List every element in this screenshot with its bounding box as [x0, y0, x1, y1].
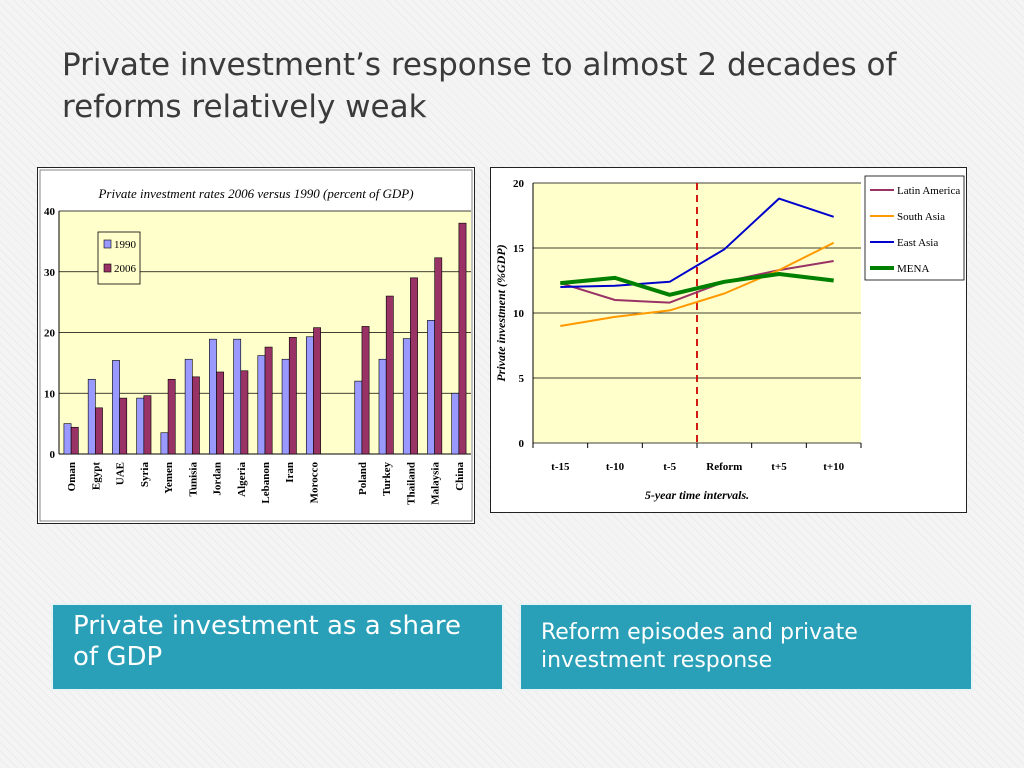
bar-y-tick-label: 10 [44, 388, 56, 400]
bar-x-tick-label: Thailand [405, 462, 417, 505]
bar-2006-Oman [70, 426, 79, 455]
bar-1990-Iran [281, 358, 290, 455]
line-y-axis-label: Private investment (%GDP) [494, 244, 508, 381]
line-x-axis-label: 5-year time intervals. [645, 488, 749, 502]
line-legend: Latin America South Asia East Asia MENA [864, 175, 965, 281]
line-legend-label: Latin America [897, 185, 960, 197]
bar-1990-Thailand [402, 338, 411, 455]
bar-2006-Iran [288, 337, 297, 455]
line-legend-label: South Asia [897, 211, 945, 223]
bar-2006-Algeria [240, 370, 249, 455]
bar-1990-Algeria [233, 338, 242, 455]
bar-x-tick-label: Malaysia [430, 462, 442, 505]
bar-2006-Egypt [95, 407, 103, 455]
bar-x-tick-label: Iran [284, 462, 296, 483]
line-x-tick-label: t-10 [606, 461, 625, 473]
bar-x-tick-label: UAE [115, 462, 127, 485]
bar-1990-Yemen [160, 432, 169, 455]
bar-2006-Poland [361, 326, 370, 455]
bar-2006-Morocco [313, 327, 321, 455]
line-x-tick-label: Reform [706, 461, 742, 473]
bar-x-tick-label: Poland [357, 462, 369, 495]
bar-chart-frame: Private investment rates 2006 versus 199… [37, 167, 475, 524]
bar-y-tick-label: 0 [50, 449, 56, 461]
bar-1990-Turkey [378, 358, 387, 455]
bar-1990-Jordan [209, 338, 217, 455]
caption-left-box: Private investment as a share of GDP [51, 603, 504, 691]
line-y-tick-label: 10 [513, 308, 525, 320]
bar-x-tick-label: Egypt [90, 462, 102, 490]
bar-chart: Private investment rates 2006 versus 199… [39, 169, 473, 522]
line-series-mena [560, 272, 834, 297]
line-x-tick-label: t+10 [823, 461, 844, 473]
bar-1990-Morocco [305, 336, 314, 455]
bar-x-tick-label: Oman [66, 462, 78, 491]
bar-2006-Malaysia [434, 257, 443, 455]
bar-x-tick-label: Turkey [381, 462, 393, 496]
line-x-tick-label: t+5 [771, 461, 787, 473]
bar-legend: 1990 2006 [97, 231, 141, 285]
bar-1990-UAE [112, 360, 120, 455]
bar-1990-China [451, 392, 460, 455]
line-series-latin-america [560, 260, 834, 304]
bar-x-tick-label: Tunisia [187, 462, 199, 497]
bar-legend-swatch-2006 [103, 263, 112, 273]
line-series-east-asia [560, 197, 834, 288]
bar-y-tick-label: 30 [44, 267, 56, 279]
bar-legend-swatch-1990 [103, 239, 112, 249]
line-x-tick-label: t-15 [551, 461, 570, 473]
bar-x-tick-label: Jordan [212, 462, 224, 496]
bar-chart-title: Private investment rates 2006 versus 199… [97, 186, 413, 201]
caption-right-text: Reform episodes and private investment r… [541, 620, 858, 673]
caption-left-text: Private investment as a share of GDP [73, 611, 462, 672]
bar-2006-Yemen [167, 378, 176, 455]
bar-1990-Syria [136, 397, 145, 455]
bar-legend-label: 1990 [114, 239, 137, 251]
line-series-south-asia [560, 241, 835, 327]
bar-y-tick-label: 20 [44, 328, 56, 340]
bar-2006-Turkey [385, 295, 394, 455]
bar-1990-Lebanon [257, 355, 266, 455]
bar-1990-Tunisia [184, 358, 193, 455]
bar-x-tick-label: Algeria [236, 462, 248, 497]
line-y-tick-label: 0 [519, 438, 525, 450]
bar-1990-Egypt [87, 378, 96, 455]
line-y-tick-label: 20 [513, 178, 525, 190]
bar-x-tick-label: Morocco [308, 462, 320, 504]
line-legend-box [864, 175, 965, 281]
bar-1990-Poland [354, 380, 363, 455]
bar-2006-Jordan [216, 371, 225, 455]
bar-2006-Tunisia [191, 376, 200, 455]
line-y-tick-label: 15 [513, 243, 525, 255]
bar-x-tick-label: Lebanon [260, 462, 272, 504]
line-x-tick-label: t-5 [663, 461, 676, 473]
bar-legend-label: 2006 [114, 263, 137, 275]
caption-right-box: Reform episodes and private investment r… [519, 603, 973, 691]
bar-2006-UAE [119, 397, 128, 455]
bar-x-tick-label: China [454, 462, 466, 491]
bar-1990-Oman [63, 423, 72, 455]
bar-y-tick-label: 40 [44, 206, 56, 218]
line-chart-frame: 0 5 10 15 20 t-15 t-10 t-5 Reform t+5 t+10 Private … [490, 167, 967, 513]
bar-2006-Thailand [410, 277, 418, 455]
line-legend-label: MENA [897, 263, 929, 275]
line-y-tick-label: 5 [519, 373, 525, 385]
line-legend-label: East Asia [897, 237, 938, 249]
bar-x-tick-label: Yemen [163, 462, 175, 494]
bar-1990-Malaysia [427, 320, 435, 455]
bar-2006-Syria [143, 395, 152, 455]
bar-2006-Lebanon [264, 346, 273, 455]
line-chart: 0 5 10 15 20 t-15 t-10 t-5 Reform t+5 t+10 Private … [494, 175, 965, 502]
bar-x-tick-label: Syria [139, 462, 151, 488]
bar-2006-China [458, 222, 467, 455]
slide-title: Private investment’s response to almost … [62, 47, 897, 125]
